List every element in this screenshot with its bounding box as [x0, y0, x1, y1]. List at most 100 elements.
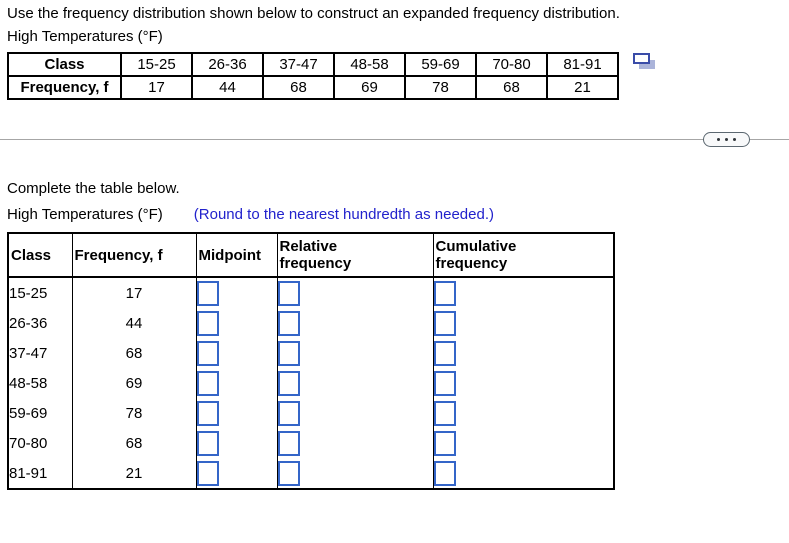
frequency-cell: 44	[191, 75, 264, 100]
relative-frequency-cell	[276, 458, 433, 489]
answer-row: 15-25 17	[8, 277, 614, 308]
popup-table-icon-front	[633, 53, 650, 64]
midpoint-cell	[195, 338, 277, 368]
header-midpoint: Midpoint	[195, 233, 277, 278]
frequency-cell: 21	[546, 75, 619, 100]
relative-frequency-cell	[276, 398, 433, 428]
ellipsis-dot	[725, 138, 728, 141]
midpoint-cell	[195, 368, 277, 398]
class-row: Class 15-25 26-36 37-47 48-58 59-69 70-8…	[7, 52, 619, 77]
frequency-cell: 69	[333, 75, 406, 100]
frequency-value: 68	[71, 428, 196, 458]
answer-row: 26-36 44	[8, 308, 614, 338]
header-relative-frequency: Relative frequency	[276, 233, 433, 278]
more-options-button[interactable]	[703, 132, 750, 147]
section-divider	[0, 139, 789, 140]
frequency-value: 78	[71, 398, 196, 428]
class-cell: 26-36	[191, 52, 264, 77]
midpoint-cell	[195, 308, 277, 338]
answer-row: 81-91 21	[8, 458, 614, 489]
rounding-note: (Round to the nearest hundredth as neede…	[193, 206, 494, 223]
given-table-title: High Temperatures (°F)	[7, 28, 163, 45]
class-row-header: Class	[7, 52, 122, 77]
cumulative-frequency-cell	[432, 458, 614, 489]
class-cell: 48-58	[333, 52, 406, 77]
frequency-value: 68	[71, 338, 196, 368]
ellipsis-dot	[717, 138, 720, 141]
class-cell: 37-47	[262, 52, 335, 77]
relative-frequency-input[interactable]	[277, 460, 300, 486]
cumulative-frequency-cell	[432, 308, 614, 338]
relative-frequency-input[interactable]	[277, 310, 300, 336]
frequency-value: 17	[71, 277, 196, 308]
class-cell: 81-91	[546, 52, 619, 77]
class-value: 37-47	[9, 344, 48, 362]
relative-frequency-cell	[276, 308, 433, 338]
class-cell: 70-80	[475, 52, 548, 77]
answer-row: 70-80 68	[8, 428, 614, 458]
answer-header-row: Class Frequency, f Midpoint Relative fre…	[8, 233, 614, 278]
answer-row: 37-47 68	[8, 338, 614, 368]
frequency-cell: 68	[475, 75, 548, 100]
midpoint-input[interactable]	[196, 370, 219, 396]
class-value: 26-36	[9, 314, 48, 332]
midpoint-cell	[195, 458, 277, 489]
class-value: 15-25	[9, 284, 48, 302]
relative-frequency-input[interactable]	[277, 280, 300, 306]
popup-table-icon-back	[639, 60, 655, 69]
header-class: Class	[8, 233, 72, 278]
given-frequency-table: Class 15-25 26-36 37-47 48-58 59-69 70-8…	[7, 52, 619, 100]
midpoint-input[interactable]	[196, 340, 219, 366]
header-frequency: Frequency, f	[71, 233, 196, 278]
frequency-value: 21	[71, 458, 196, 489]
class-value: 48-58	[9, 374, 48, 392]
midpoint-input[interactable]	[196, 430, 219, 456]
relative-frequency-input[interactable]	[277, 340, 300, 366]
cumulative-frequency-input[interactable]	[433, 460, 456, 486]
class-value: 70-80	[9, 434, 48, 452]
midpoint-input[interactable]	[196, 460, 219, 486]
cumulative-frequency-cell	[432, 398, 614, 428]
midpoint-input[interactable]	[196, 310, 219, 336]
midpoint-cell	[195, 398, 277, 428]
frequency-cell: 17	[120, 75, 193, 100]
frequency-cell: 78	[404, 75, 477, 100]
cumulative-frequency-input[interactable]	[433, 430, 456, 456]
answer-row: 48-58 69	[8, 368, 614, 398]
midpoint-input[interactable]	[196, 400, 219, 426]
cumulative-frequency-cell	[432, 277, 614, 308]
popup-table-icon[interactable]	[633, 53, 657, 71]
answer-table-title: High Temperatures (°F)	[7, 206, 163, 223]
class-value: 81-91	[9, 464, 48, 482]
answer-table-caption: High Temperatures (°F) (Round to the near…	[7, 206, 494, 223]
frequency-cell: 68	[262, 75, 335, 100]
cumulative-frequency-input[interactable]	[433, 280, 456, 306]
cumulative-frequency-cell	[432, 368, 614, 398]
midpoint-cell	[195, 428, 277, 458]
class-cell: 59-69	[404, 52, 477, 77]
complete-prompt: Complete the table below.	[7, 180, 180, 197]
relative-frequency-input[interactable]	[277, 370, 300, 396]
cumulative-frequency-cell	[432, 338, 614, 368]
frequency-value: 44	[71, 308, 196, 338]
relative-frequency-cell	[276, 368, 433, 398]
cumulative-frequency-input[interactable]	[433, 400, 456, 426]
answer-table: Class Frequency, f Midpoint Relative fre…	[7, 232, 615, 490]
midpoint-input[interactable]	[196, 280, 219, 306]
class-cell: 15-25	[120, 52, 193, 77]
cumulative-frequency-cell	[432, 428, 614, 458]
header-cumulative-frequency: Cumulative frequency	[432, 233, 614, 278]
cumulative-frequency-input[interactable]	[433, 340, 456, 366]
midpoint-cell	[195, 277, 277, 308]
relative-frequency-cell	[276, 428, 433, 458]
answer-row: 59-69 78	[8, 398, 614, 428]
cumulative-frequency-input[interactable]	[433, 370, 456, 396]
cumulative-frequency-input[interactable]	[433, 310, 456, 336]
frequency-row-header: Frequency, f	[7, 75, 122, 100]
relative-frequency-input[interactable]	[277, 430, 300, 456]
instruction-text: Use the frequency distribution shown bel…	[7, 5, 620, 22]
class-value: 59-69	[9, 404, 48, 422]
frequency-value: 69	[71, 368, 196, 398]
relative-frequency-input[interactable]	[277, 400, 300, 426]
